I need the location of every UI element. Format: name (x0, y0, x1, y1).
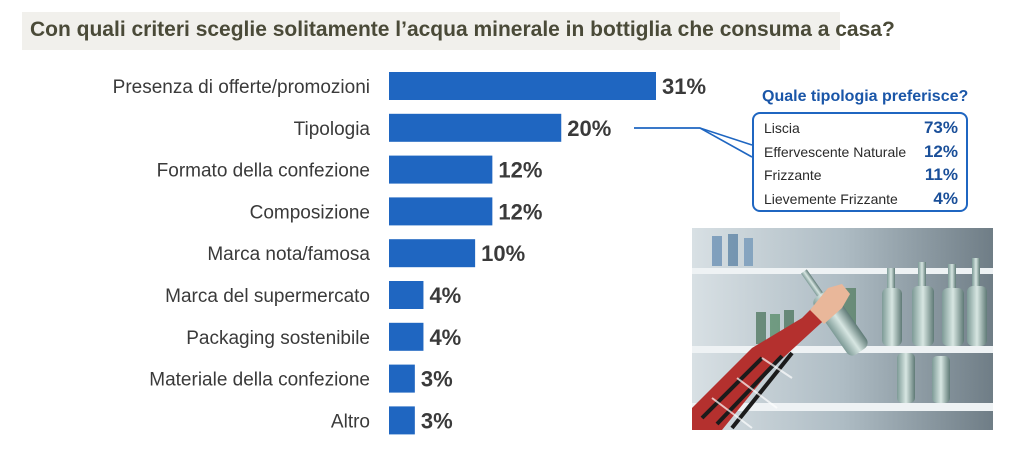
callout-row-value: 73% (923, 118, 958, 137)
value-label: 4% (429, 283, 461, 308)
callout-row-value: 12% (923, 141, 958, 161)
callout-row-label: Lievemente Frizzante (764, 190, 898, 207)
connector-line (634, 127, 753, 146)
callout-row-label: Frizzante (764, 167, 822, 183)
value-label: 12% (498, 158, 542, 183)
category-label: Marca del supermercato (165, 286, 370, 307)
chart-title: Con quali criteri sceglie solitamente l’… (30, 18, 895, 41)
callout-title: Quale tipologia preferisce? (762, 88, 969, 105)
value-label: 20% (567, 116, 611, 141)
callout-row: Liscia 73% (764, 118, 958, 142)
bar (389, 364, 415, 393)
photo-illustration (692, 228, 993, 430)
callout-table: Liscia 73% Effervescente Naturale 12% Fr… (752, 112, 968, 212)
category-label: Composizione (250, 202, 370, 223)
bar (389, 72, 656, 100)
bar (389, 197, 493, 226)
bar (389, 322, 424, 351)
category-label: Marca nota/famosa (207, 244, 370, 265)
category-label: Materiale della confezione (149, 370, 370, 391)
callout-row-label: Liscia (764, 120, 800, 136)
callout-row-value: 11% (924, 165, 958, 184)
bar (389, 155, 493, 184)
value-label: 4% (429, 325, 461, 350)
category-label: Presenza di offerte/promozioni (113, 77, 370, 98)
bar (389, 406, 415, 435)
callout-row: Frizzante 11% (764, 165, 958, 189)
category-label: Altro (331, 411, 370, 432)
bar (389, 239, 476, 268)
title-band (22, 12, 840, 50)
value-label: 3% (421, 408, 453, 433)
value-label: 3% (421, 367, 453, 392)
bar (389, 113, 562, 142)
value-label: 31% (662, 74, 706, 99)
callout-row: Effervescente Naturale 12% (764, 142, 958, 166)
connector-line-lower (634, 127, 753, 158)
callout-row-value: 4% (933, 188, 958, 208)
category-label: Tipologia (294, 119, 371, 140)
value-label: 12% (498, 199, 542, 224)
supermarket-water-bottles-photo (692, 228, 993, 430)
bar (389, 281, 424, 309)
callout-row-label: Effervescente Naturale (764, 143, 907, 160)
category-label: Formato della confezione (157, 161, 370, 182)
callout-row: Lievemente Frizzante 4% (764, 189, 958, 213)
category-label: Packaging sostenibile (186, 328, 370, 349)
value-label: 10% (481, 241, 525, 266)
